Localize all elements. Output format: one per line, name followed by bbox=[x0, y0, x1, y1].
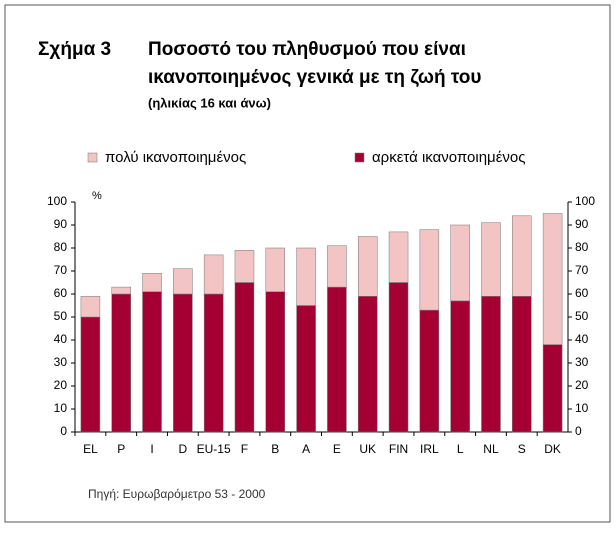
y2-tick-label: 60 bbox=[575, 286, 589, 300]
chart-subtitle: (ηλικίας 16 και άνω) bbox=[148, 95, 271, 110]
y2-tick-label: 90 bbox=[575, 217, 589, 231]
y2-tick-label: 0 bbox=[575, 424, 582, 438]
legend-label: αρκετά ικανοποιημένος bbox=[372, 149, 525, 166]
y-tick-label: 50 bbox=[54, 309, 68, 323]
x-tick-label: IRL bbox=[420, 442, 439, 456]
bar-segment bbox=[142, 273, 162, 292]
y2-tick-label: 40 bbox=[575, 332, 589, 346]
y-tick-label: 90 bbox=[54, 217, 68, 231]
y-axis-label: % bbox=[92, 190, 102, 202]
bar-segment bbox=[419, 229, 440, 311]
bar-segment bbox=[450, 300, 470, 433]
bar-segment bbox=[481, 222, 501, 297]
bar-segment bbox=[296, 305, 316, 433]
bar-segment bbox=[80, 316, 101, 433]
bar-segment bbox=[450, 224, 470, 302]
bar-segment bbox=[265, 291, 286, 433]
x-tick-label: F bbox=[241, 442, 248, 456]
x-tick-label: UK bbox=[359, 442, 376, 456]
y2-tick-label: 10 bbox=[575, 401, 589, 415]
x-tick-label: B bbox=[271, 442, 279, 456]
bar-segment bbox=[142, 291, 162, 433]
y-tick-label: 0 bbox=[60, 424, 67, 438]
bar-segment bbox=[357, 236, 378, 297]
x-tick-label: EU-15 bbox=[197, 442, 231, 456]
bar-segment bbox=[481, 296, 501, 433]
y2-tick-label: 80 bbox=[575, 240, 589, 254]
bar-segment bbox=[234, 250, 255, 283]
chart-title: ικανοποιημένος γενικά με τη ζωή του bbox=[148, 67, 481, 88]
x-tick-label: NL bbox=[483, 442, 499, 456]
y2-tick-label: 100 bbox=[575, 194, 595, 208]
x-tick-label: EL bbox=[83, 442, 98, 456]
bar-segment bbox=[265, 247, 286, 292]
bar-segment bbox=[203, 293, 224, 433]
bar-segment bbox=[388, 231, 409, 283]
source: Πηγή: Ευρωβαρόμετρο 53 - 2000 bbox=[88, 487, 266, 501]
x-tick-label: E bbox=[333, 442, 341, 456]
bar-segment bbox=[512, 296, 532, 433]
x-tick-label: DK bbox=[544, 442, 561, 456]
x-tick-label: D bbox=[179, 442, 188, 456]
bar-segment bbox=[357, 296, 378, 433]
y2-tick-label: 30 bbox=[575, 355, 589, 369]
bar-segment bbox=[512, 215, 532, 297]
x-tick-label: I bbox=[150, 442, 153, 456]
x-tick-label: P bbox=[117, 442, 125, 456]
bar-segment bbox=[542, 213, 563, 345]
legend-swatch bbox=[354, 152, 365, 163]
y2-tick-label: 20 bbox=[575, 378, 589, 392]
y-tick-label: 20 bbox=[54, 378, 68, 392]
x-tick-label: A bbox=[302, 442, 310, 456]
y-tick-label: 30 bbox=[54, 355, 68, 369]
bar-segment bbox=[80, 296, 101, 318]
y-tick-label: 10 bbox=[54, 401, 68, 415]
legend-label: πολύ ικανοποιημένος bbox=[105, 149, 246, 166]
y-tick-label: 80 bbox=[54, 240, 68, 254]
y-tick-label: 100 bbox=[47, 194, 67, 208]
x-tick-label: FIN bbox=[389, 442, 408, 456]
bar-segment bbox=[327, 245, 347, 288]
bar-segment bbox=[296, 247, 316, 306]
legend-swatch bbox=[87, 152, 98, 163]
bar-segment bbox=[203, 254, 224, 295]
bar-segment bbox=[173, 268, 193, 295]
x-tick-label: S bbox=[518, 442, 526, 456]
y-tick-label: 40 bbox=[54, 332, 68, 346]
bar-segment bbox=[419, 309, 440, 433]
bar-segment bbox=[388, 282, 409, 433]
y2-tick-label: 70 bbox=[575, 263, 589, 277]
x-tick-label: L bbox=[457, 442, 464, 456]
bar-segment bbox=[542, 344, 563, 433]
bar-segment bbox=[234, 282, 255, 433]
chart-title: Ποσοστό του πληθυσμού που είναι bbox=[148, 39, 466, 60]
bar-segment bbox=[173, 293, 193, 433]
bar-segment bbox=[327, 286, 347, 433]
y-tick-label: 60 bbox=[54, 286, 68, 300]
bar-segment bbox=[111, 293, 131, 433]
y2-tick-label: 50 bbox=[575, 309, 589, 323]
bar-segment bbox=[111, 286, 131, 295]
figure-label: Σχήμα 3 bbox=[38, 39, 111, 60]
y-tick-label: 70 bbox=[54, 263, 68, 277]
